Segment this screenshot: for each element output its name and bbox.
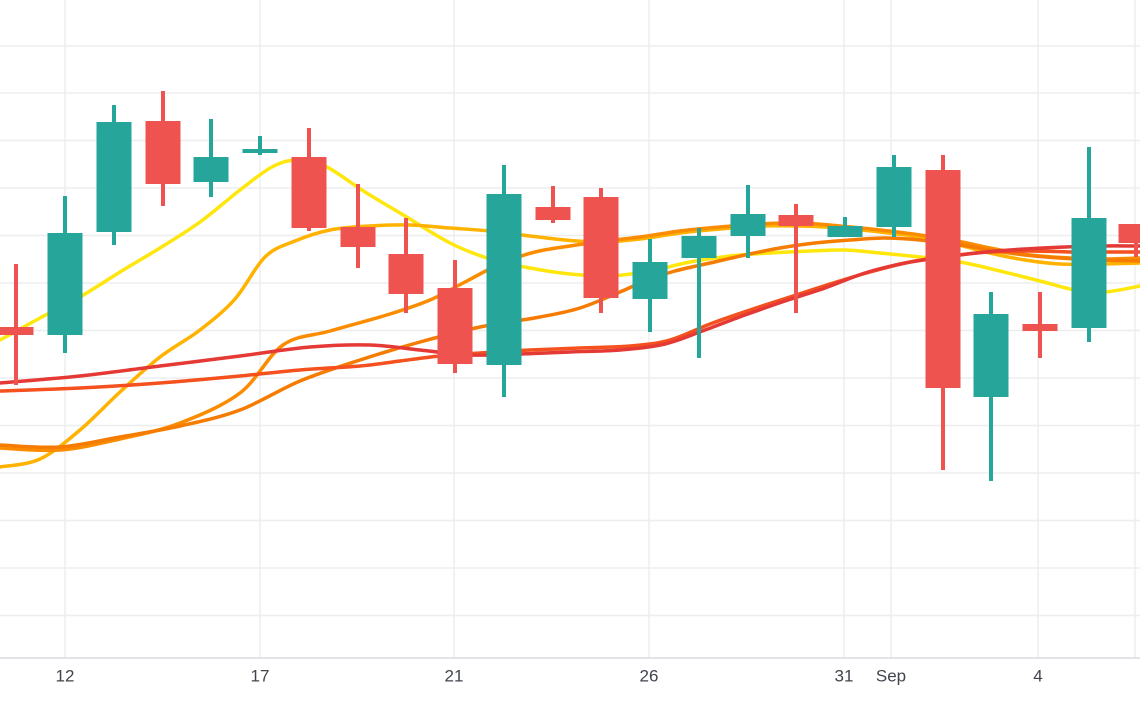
candle-up[interactable] bbox=[632, 239, 668, 332]
candle-body bbox=[388, 254, 424, 294]
candle-up[interactable] bbox=[47, 196, 83, 353]
candle-up[interactable] bbox=[1071, 147, 1107, 342]
candle-down[interactable] bbox=[925, 155, 961, 470]
x-axis: 12 17 21 26 31 Sep 4 bbox=[56, 666, 1043, 685]
x-axis-label: Sep bbox=[876, 666, 906, 685]
candle-up[interactable] bbox=[681, 228, 717, 358]
candle-body bbox=[681, 236, 717, 258]
candle-body bbox=[47, 233, 83, 335]
candle-body bbox=[1022, 324, 1058, 331]
candle-up[interactable] bbox=[242, 136, 278, 155]
candle-body bbox=[242, 149, 278, 153]
candle-body bbox=[437, 288, 473, 364]
candle-down[interactable] bbox=[1022, 292, 1058, 358]
candle-body bbox=[0, 327, 34, 335]
candle-body bbox=[730, 214, 766, 236]
candle-up[interactable] bbox=[486, 165, 522, 397]
candles-layer bbox=[0, 91, 1140, 481]
candle-down[interactable] bbox=[778, 204, 814, 313]
candle-up[interactable] bbox=[827, 217, 863, 237]
ma-yellow-fast bbox=[0, 158, 1140, 342]
candle-down[interactable] bbox=[437, 260, 473, 373]
candle-down[interactable] bbox=[583, 188, 619, 313]
candle-up[interactable] bbox=[876, 155, 912, 237]
candle-body bbox=[778, 215, 814, 226]
moving-average-layer bbox=[0, 158, 1140, 469]
x-axis-label: 26 bbox=[640, 666, 659, 685]
ma-deep-amber bbox=[0, 236, 1140, 450]
candle-body bbox=[340, 227, 376, 247]
candle-down[interactable] bbox=[1118, 224, 1140, 257]
grid-layer bbox=[0, 0, 1140, 659]
candle-down[interactable] bbox=[0, 264, 34, 385]
candle-down[interactable] bbox=[145, 91, 181, 206]
x-axis-label: 17 bbox=[251, 666, 270, 685]
candle-body bbox=[535, 207, 571, 220]
candle-body bbox=[876, 167, 912, 227]
candle-body bbox=[486, 194, 522, 365]
candle-body bbox=[632, 262, 668, 299]
x-axis-label: 12 bbox=[56, 666, 75, 685]
candle-body bbox=[1071, 218, 1107, 328]
ma-deep-orange bbox=[0, 249, 1140, 393]
x-axis-label: 31 bbox=[835, 666, 854, 685]
candle-up[interactable] bbox=[193, 119, 229, 197]
candle-body bbox=[1118, 224, 1140, 243]
x-axis-label: 4 bbox=[1033, 666, 1042, 685]
candle-down[interactable] bbox=[340, 184, 376, 268]
candle-body bbox=[193, 157, 229, 182]
candle-body bbox=[96, 122, 132, 232]
ma-amber bbox=[0, 223, 1140, 469]
candle-up[interactable] bbox=[730, 185, 766, 258]
candle-down[interactable] bbox=[291, 128, 327, 231]
candle-down[interactable] bbox=[388, 218, 424, 313]
candle-body bbox=[291, 157, 327, 228]
candle-up[interactable] bbox=[96, 105, 132, 245]
x-axis-label: 21 bbox=[445, 666, 464, 685]
candle-down[interactable] bbox=[535, 186, 571, 223]
candle-body bbox=[973, 314, 1009, 397]
candle-body bbox=[583, 197, 619, 298]
ma-red bbox=[0, 244, 1140, 385]
candle-body bbox=[925, 170, 961, 388]
candle-body bbox=[827, 226, 863, 237]
candle-up[interactable] bbox=[973, 292, 1009, 481]
candle-body bbox=[145, 121, 181, 184]
ma-orange bbox=[0, 221, 1140, 453]
